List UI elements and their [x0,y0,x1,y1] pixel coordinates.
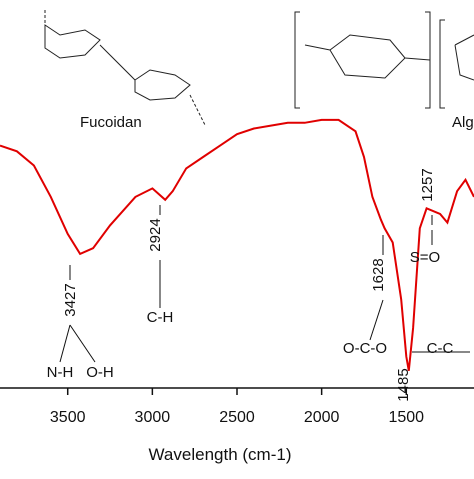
annotation: O-H [86,364,114,381]
annotation: C-C [427,340,454,357]
annotation: Fucoidan [80,114,142,131]
annotation: 1485 [395,368,412,401]
annotation: 1257 [419,168,436,201]
spectrum-line [0,118,474,371]
leader-line [59,324,71,363]
leader-line [69,324,96,363]
leader-line [369,299,384,341]
x-tick-label: 2500 [219,409,255,426]
annotation: O-C-O [343,340,387,357]
annotation: N-H [47,364,74,381]
annotation: Alg [452,114,474,131]
annotation: C-H [147,309,174,326]
x-tick-label: 1500 [388,409,424,426]
annotation: 2924 [147,218,164,251]
x-tick-label: 3500 [50,409,86,426]
x-axis-title: Wavelength (cm-1) [149,445,292,464]
structure-sketch [44,10,474,126]
annotation: S=O [410,249,440,266]
annotation: 3427 [62,283,79,316]
annotation: 1628 [370,258,387,291]
x-tick-label: 2000 [304,409,340,426]
x-tick-label: 3000 [135,409,171,426]
